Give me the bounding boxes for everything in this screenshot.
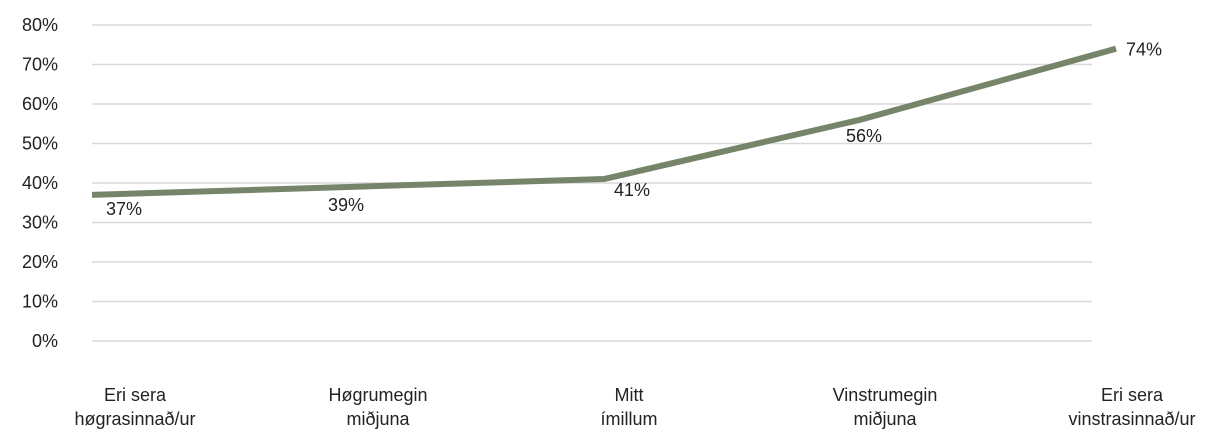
y-tick-label: 10% [22,292,58,312]
y-tick-label: 0% [32,331,58,351]
y-tick-label: 50% [22,134,58,154]
data-label: 39% [328,195,364,215]
y-tick-label: 20% [22,252,58,272]
data-label: 41% [614,180,650,200]
x-category-label: Vinstrumegin miðjuna [833,385,938,429]
data-label: 56% [846,126,882,146]
gridlines [92,24,1092,342]
data-labels: 37% 39% 41% 56% 74% [106,40,1162,219]
x-axis-category-labels: Eri sera høgrasinnað/ur Høgrumegin miðjuna M… [74,385,1195,429]
x-category-label: Eri sera vinstrasinnað/ur [1068,385,1195,429]
y-tick-label: 60% [22,94,58,114]
series-line [91,45,1117,198]
x-category-label: Eri sera høgrasinnað/ur [74,385,195,429]
y-tick-label: 70% [22,55,58,75]
data-label: 74% [1126,40,1162,60]
data-label: 37% [106,199,142,219]
y-axis-tick-labels: 0% 10% 20% 30% 40% 50% 60% 70% 80% [22,15,58,351]
y-tick-label: 40% [22,173,58,193]
x-category-label: Høgrumegin miðjuna [328,385,427,429]
y-tick-label: 80% [22,15,58,35]
series-lines [91,45,1117,198]
x-category-label: Mitt ímillum [601,385,658,429]
y-tick-label: 30% [22,213,58,233]
